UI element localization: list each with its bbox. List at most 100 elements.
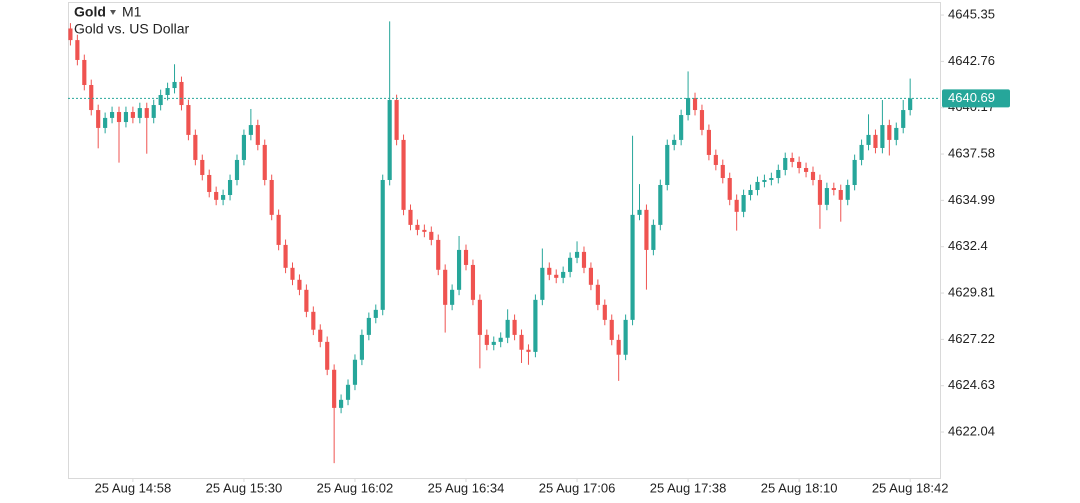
- candle-body: [685, 98, 691, 116]
- candle-body: [838, 190, 843, 200]
- candle-body: [339, 399, 344, 408]
- candle-body: [797, 161, 802, 169]
- candle-body: [283, 244, 288, 268]
- candle-body: [817, 179, 823, 205]
- symbol-title[interactable]: Gold: [74, 4, 106, 20]
- candle-body: [373, 309, 378, 318]
- candle-body: [144, 108, 149, 118]
- timeframe[interactable]: M1: [122, 4, 142, 20]
- candle-body: [200, 159, 205, 175]
- candle-body: [82, 59, 87, 86]
- candle-body: [477, 299, 482, 335]
- x-tick-label: 25 Aug 14:58: [95, 480, 172, 495]
- candle-body: [151, 105, 156, 118]
- y-tick-label: 4637.58: [948, 145, 995, 160]
- dropdown-icon[interactable]: [110, 10, 116, 15]
- candle-body: [130, 112, 135, 118]
- y-tick-label: 4622.04: [948, 423, 995, 438]
- candle-body: [394, 100, 399, 140]
- candle-body: [706, 129, 711, 155]
- y-tick-label: 4645.35: [948, 6, 995, 21]
- candle-body: [463, 249, 469, 265]
- candle-body: [519, 334, 524, 350]
- candle-body: [325, 341, 330, 370]
- candle-body: [866, 134, 871, 145]
- candle-body: [304, 289, 309, 312]
- x-tick-label: 25 Aug 18:42: [872, 480, 949, 495]
- x-tick-label: 25 Aug 15:30: [206, 480, 283, 495]
- y-tick-label: 4634.99: [948, 192, 995, 207]
- candle-body: [137, 108, 142, 118]
- candle-body: [450, 289, 455, 305]
- candle-body: [776, 169, 781, 179]
- candle-body: [96, 110, 101, 128]
- candle-body: [352, 359, 358, 385]
- candle-body: [401, 139, 406, 210]
- candle-body: [623, 319, 628, 355]
- candle-body: [845, 184, 850, 200]
- candle-body: [248, 125, 253, 135]
- candle-body: [512, 319, 517, 335]
- candle-body: [443, 269, 448, 305]
- y-tick-label: 4627.22: [948, 331, 995, 346]
- candle-body: [692, 98, 698, 111]
- candle-body: [679, 115, 684, 140]
- y-tick-label: 4632.4: [948, 238, 988, 253]
- candle-body: [505, 319, 510, 338]
- candle-body: [526, 349, 531, 352]
- candle-body: [720, 164, 725, 179]
- candle-body: [380, 179, 385, 310]
- candle-body: [831, 188, 836, 191]
- candle-body: [290, 267, 295, 280]
- candle-body: [630, 214, 635, 320]
- candle-body: [616, 339, 621, 355]
- candle-body: [762, 179, 767, 182]
- candle-body: [422, 229, 427, 232]
- y-tick-label: 4629.81: [948, 284, 995, 299]
- candle-body: [699, 110, 705, 130]
- candle-body: [790, 157, 795, 162]
- candle-body: [262, 144, 267, 180]
- candle-body: [880, 125, 885, 148]
- last-price-label: 4640.69: [948, 90, 995, 105]
- candle-body: [769, 178, 774, 180]
- candle-body: [186, 105, 191, 135]
- candle-body: [158, 95, 163, 106]
- candle-body: [651, 224, 656, 250]
- y-tick-label: 4642.76: [948, 53, 995, 68]
- candle-body: [227, 179, 233, 196]
- candle-body: [783, 157, 788, 170]
- candle-body: [748, 190, 753, 196]
- candle-body: [574, 251, 580, 258]
- candle-body: [436, 239, 441, 270]
- last-price-box: [942, 89, 1010, 108]
- candle-body: [894, 127, 899, 140]
- candle-body: [824, 188, 829, 205]
- candle-body: [581, 251, 587, 268]
- candle-body: [165, 88, 170, 96]
- candle-body: [68, 28, 73, 41]
- plot-area: [68, 2, 941, 479]
- candle-body: [498, 337, 503, 342]
- candle-body: [741, 195, 746, 212]
- candle-body: [311, 311, 316, 330]
- candle-body: [89, 85, 94, 111]
- candle-body: [221, 195, 226, 200]
- candle-body: [179, 81, 184, 106]
- candle-body: [193, 134, 198, 160]
- candle-body: [332, 369, 337, 408]
- x-tick-label: 25 Aug 17:38: [650, 480, 727, 495]
- candle-body: [241, 134, 247, 160]
- x-tick-label: 25 Aug 16:02: [317, 480, 394, 495]
- candle-body: [672, 139, 677, 145]
- candle-body: [366, 317, 371, 335]
- candle-body: [810, 171, 816, 180]
- x-tick-label: 25 Aug 16:34: [428, 480, 505, 495]
- candle-body: [456, 249, 462, 290]
- candle-body: [269, 179, 274, 215]
- candle-body: [297, 279, 302, 290]
- candle-body: [470, 264, 476, 300]
- candle-body: [123, 112, 129, 123]
